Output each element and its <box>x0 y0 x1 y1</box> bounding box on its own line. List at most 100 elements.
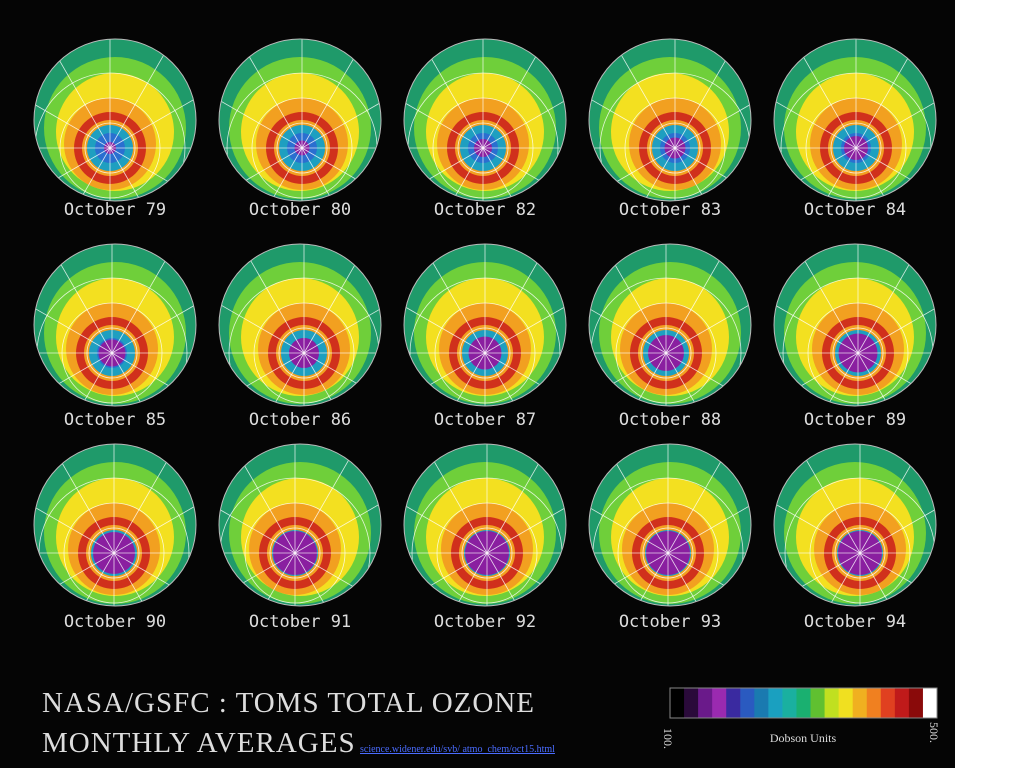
parallel <box>649 122 701 174</box>
meridian <box>34 444 115 554</box>
globe-outline <box>218 243 382 407</box>
color-swatch <box>894 688 910 718</box>
globe-outline <box>588 38 752 202</box>
color-swatch <box>768 688 783 718</box>
meridian <box>674 147 751 201</box>
panel-label: October 93 <box>619 612 721 632</box>
parallel <box>436 502 538 604</box>
meridian <box>667 552 751 606</box>
parallel <box>409 277 561 406</box>
panel-label: October 91 <box>249 612 351 632</box>
meridian <box>774 47 857 149</box>
meridian <box>855 47 936 149</box>
meridian <box>589 252 667 354</box>
meridian <box>294 552 381 606</box>
meridian <box>219 244 305 354</box>
meridian <box>774 147 857 201</box>
meridian <box>294 444 381 554</box>
parallel <box>461 527 513 579</box>
ozone-globe <box>34 39 196 201</box>
meridian <box>219 444 296 554</box>
ozone-globe <box>219 39 381 201</box>
meridian <box>109 147 196 201</box>
panel-label: October 85 <box>64 410 166 430</box>
color-swatch <box>880 688 896 718</box>
ozone-globe <box>774 444 936 606</box>
meridian <box>589 352 667 406</box>
parallel <box>253 302 355 404</box>
meridian <box>486 452 566 554</box>
meridian <box>857 252 936 354</box>
title-line-1: NASA/GSFC : TOMS TOTAL OZONE <box>42 687 535 719</box>
globe-outline <box>403 243 567 407</box>
ozone-globe <box>589 444 751 606</box>
meridian <box>219 352 305 406</box>
panel-label: October 89 <box>804 410 906 430</box>
parallel <box>434 302 536 404</box>
meridian <box>589 552 669 606</box>
parallel <box>86 327 138 379</box>
ozone-globe <box>404 39 566 201</box>
meridian <box>404 244 486 354</box>
parallel <box>834 527 886 579</box>
panel-label: October 86 <box>249 410 351 430</box>
meridian <box>674 47 751 149</box>
meridian <box>589 552 669 606</box>
meridian <box>589 444 669 554</box>
color-bar-unit: Dobson Units <box>770 731 837 745</box>
color-swatch <box>698 688 713 718</box>
meridian <box>665 352 751 406</box>
color-swatch <box>684 688 699 718</box>
color-swatch <box>866 688 882 718</box>
source-link[interactable]: science.widener.edu/svb/ atmo_chem/oct15… <box>360 744 555 755</box>
meridian <box>34 352 113 406</box>
parallel <box>276 122 328 174</box>
meridian <box>404 352 486 406</box>
meridian <box>857 352 936 406</box>
panel-label: October 83 <box>619 200 721 220</box>
globe-outline <box>33 38 197 202</box>
ozone-globe <box>589 244 751 406</box>
color-bar-max: 500. <box>927 722 941 743</box>
meridian <box>589 244 667 354</box>
parallel <box>88 527 140 579</box>
meridian <box>219 352 305 406</box>
meridian <box>34 147 111 201</box>
meridian <box>34 452 115 554</box>
meridian <box>855 147 936 201</box>
source-link-text[interactable]: science.widener.edu/svb/ atmo_chem/oct15… <box>360 744 555 755</box>
meridian <box>482 39 566 149</box>
meridian <box>855 39 936 149</box>
meridian <box>219 452 296 554</box>
meridian <box>109 47 196 149</box>
parallel <box>244 502 346 604</box>
parallel <box>807 302 909 404</box>
globe-outline <box>218 443 382 607</box>
parallel <box>278 327 330 379</box>
meridian <box>219 552 296 606</box>
panel-label: October 87 <box>434 410 536 430</box>
parallel <box>830 122 882 174</box>
meridian <box>486 552 566 606</box>
ozone-globe <box>774 39 936 201</box>
panel-label: October 92 <box>434 612 536 632</box>
ozone-globe <box>219 244 381 406</box>
meridian <box>484 252 566 354</box>
globe-outline <box>588 243 752 407</box>
meridian <box>404 147 484 201</box>
meridian <box>113 552 196 606</box>
meridian <box>774 39 857 149</box>
parallel <box>432 97 534 199</box>
panel-label: October 90 <box>64 612 166 632</box>
meridian <box>482 147 566 201</box>
meridian <box>667 444 751 554</box>
globe-outline <box>588 443 752 607</box>
meridian <box>774 352 859 406</box>
color-swatch <box>838 688 854 718</box>
color-swatch <box>754 688 769 718</box>
meridian <box>301 47 381 149</box>
meridian <box>34 244 113 354</box>
globe-outline <box>773 243 937 407</box>
meridian <box>404 552 488 606</box>
